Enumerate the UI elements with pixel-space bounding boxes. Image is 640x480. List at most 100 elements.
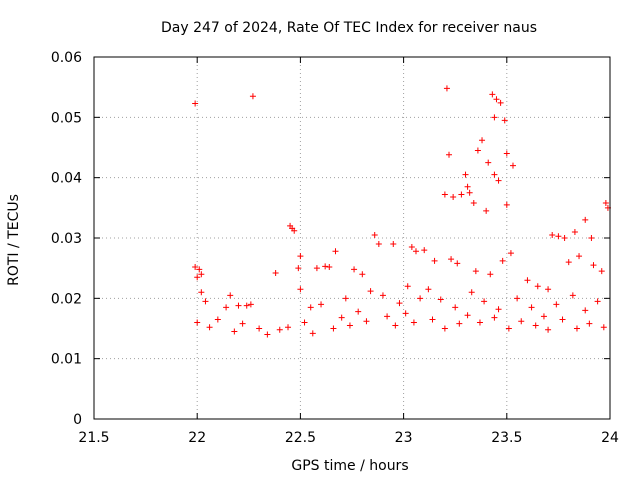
data-point bbox=[507, 250, 514, 257]
data-point bbox=[247, 301, 254, 308]
data-point bbox=[355, 308, 362, 315]
data-point bbox=[402, 310, 409, 317]
y-tick-label: 0.02 bbox=[51, 291, 82, 307]
x-tick-label: 22.5 bbox=[285, 430, 316, 446]
data-point bbox=[206, 324, 213, 331]
data-point bbox=[602, 200, 609, 207]
data-point bbox=[545, 286, 552, 293]
data-point bbox=[553, 301, 560, 308]
data-point bbox=[456, 320, 463, 327]
data-point bbox=[342, 295, 349, 302]
data-point bbox=[532, 322, 539, 329]
data-point bbox=[487, 271, 494, 278]
x-tick-label: 21.5 bbox=[78, 430, 109, 446]
data-point bbox=[235, 302, 242, 309]
y-tick-label: 0.03 bbox=[51, 231, 82, 247]
data-point bbox=[549, 231, 556, 238]
data-point bbox=[540, 313, 547, 320]
data-point bbox=[590, 262, 597, 269]
data-point bbox=[509, 162, 516, 169]
data-point bbox=[491, 171, 498, 178]
data-point bbox=[198, 271, 205, 278]
data-point bbox=[569, 292, 576, 299]
data-point bbox=[443, 85, 450, 92]
data-point bbox=[497, 99, 504, 106]
data-point bbox=[565, 259, 572, 266]
data-point bbox=[295, 265, 302, 272]
data-point bbox=[231, 328, 238, 335]
data-point bbox=[198, 289, 205, 296]
data-point bbox=[227, 292, 234, 299]
data-point bbox=[503, 201, 510, 208]
data-point bbox=[396, 300, 403, 307]
data-point bbox=[307, 304, 314, 311]
data-point bbox=[474, 147, 481, 154]
data-point bbox=[194, 274, 201, 281]
data-point bbox=[505, 325, 512, 332]
data-point bbox=[588, 235, 595, 241]
data-point bbox=[421, 247, 428, 254]
data-point bbox=[379, 292, 386, 299]
data-point bbox=[192, 100, 199, 107]
data-point bbox=[491, 314, 498, 321]
data-point bbox=[322, 263, 329, 270]
data-point bbox=[256, 325, 263, 332]
data-point bbox=[408, 244, 415, 251]
data-point bbox=[297, 286, 304, 293]
data-point bbox=[464, 183, 471, 190]
data-point bbox=[363, 318, 370, 325]
grid-lines bbox=[94, 57, 610, 419]
data-points bbox=[192, 85, 611, 338]
data-point bbox=[489, 91, 496, 98]
data-point bbox=[454, 260, 461, 267]
data-point bbox=[576, 253, 583, 260]
data-point bbox=[338, 314, 345, 321]
data-point bbox=[491, 114, 498, 121]
axis-ticks: 21.5 22 22.5 23 23.5 24 0 0.01 0.02 0.03 0.04 0.05 0… bbox=[51, 50, 619, 446]
data-point bbox=[573, 325, 580, 332]
y-tick-label: 0.06 bbox=[51, 50, 82, 66]
data-point bbox=[318, 301, 325, 308]
data-point bbox=[495, 177, 502, 184]
data-point bbox=[425, 286, 432, 293]
data-point bbox=[514, 295, 521, 302]
data-point bbox=[297, 253, 304, 260]
data-point bbox=[384, 313, 391, 320]
chart-title: Day 247 of 2024, Rate Of TEC Index for r… bbox=[161, 20, 537, 36]
y-tick-label: 0.04 bbox=[51, 171, 82, 187]
data-point bbox=[571, 228, 578, 235]
data-point bbox=[249, 93, 256, 100]
data-point bbox=[351, 266, 358, 273]
data-point bbox=[285, 324, 292, 331]
data-point bbox=[431, 257, 438, 264]
data-point bbox=[202, 298, 209, 305]
y-tick-label: 0.05 bbox=[51, 110, 82, 126]
data-point bbox=[243, 302, 250, 309]
data-point bbox=[192, 263, 199, 270]
data-point bbox=[466, 189, 473, 196]
data-point bbox=[555, 233, 562, 240]
y-tick-label: 0.01 bbox=[51, 352, 82, 368]
plot-frame bbox=[93, 56, 611, 420]
data-point bbox=[326, 263, 333, 270]
data-point bbox=[371, 231, 378, 238]
data-point bbox=[390, 241, 397, 248]
x-tick-label: 23 bbox=[395, 430, 413, 446]
data-point bbox=[446, 151, 453, 158]
data-point bbox=[594, 298, 601, 305]
data-point bbox=[582, 216, 589, 223]
data-point bbox=[528, 304, 535, 311]
data-point bbox=[264, 331, 271, 338]
data-point bbox=[196, 266, 203, 273]
data-point bbox=[470, 200, 477, 207]
data-point bbox=[495, 306, 502, 313]
x-tick-label: 24 bbox=[601, 430, 619, 446]
data-point bbox=[582, 307, 589, 314]
data-point bbox=[462, 171, 469, 178]
data-point bbox=[503, 150, 510, 157]
data-point bbox=[301, 319, 308, 326]
data-point bbox=[404, 283, 411, 290]
data-point bbox=[437, 296, 444, 303]
data-point bbox=[458, 191, 465, 198]
